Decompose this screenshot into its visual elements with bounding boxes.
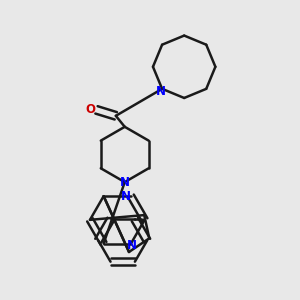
Text: N: N <box>156 85 166 98</box>
Text: N: N <box>120 176 130 189</box>
Text: O: O <box>85 103 96 116</box>
Text: N: N <box>127 239 137 252</box>
Text: N: N <box>121 190 130 203</box>
